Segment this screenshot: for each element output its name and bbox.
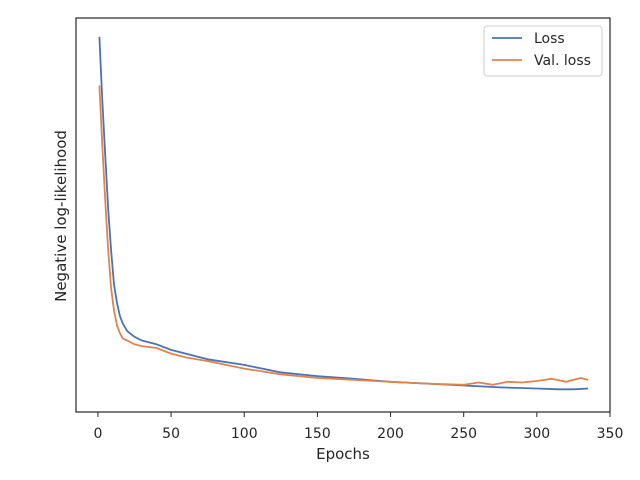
- x-tick-label: 250: [450, 426, 477, 442]
- x-tick-label: 150: [304, 426, 331, 442]
- x-axis-label: Epochs: [316, 445, 370, 463]
- legend-label-loss: Loss: [534, 31, 565, 47]
- x-tick-label: 200: [377, 426, 404, 442]
- legend-label-val-loss: Val. loss: [534, 53, 591, 69]
- series-group: [98, 36, 589, 391]
- x-tick-label: 0: [93, 426, 102, 442]
- x-tick-label: 350: [597, 426, 624, 442]
- x-tick-label: 50: [162, 426, 180, 442]
- plot-area: [75, 17, 611, 413]
- x-axis-ticks: 0 50 100 150 200 250 300 350: [93, 412, 623, 442]
- legend: Loss Val. loss: [483, 25, 603, 77]
- x-tick-label: 300: [523, 426, 550, 442]
- x-tick-label: 100: [231, 426, 258, 442]
- series-line-loss: [98, 36, 589, 391]
- y-axis-label: Negative log-likelihood: [52, 130, 70, 302]
- series-line-val-loss: [98, 85, 589, 386]
